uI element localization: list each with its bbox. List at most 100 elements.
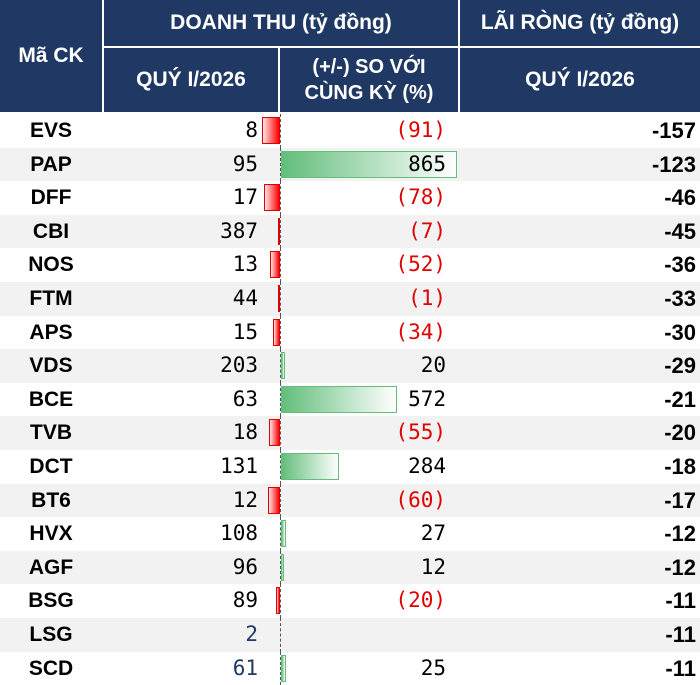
net-profit-cell: -18 xyxy=(460,450,696,484)
ticker-cell: TVB xyxy=(0,416,102,450)
revenue-cell: 18 xyxy=(104,416,258,450)
header-revenue-quarter: QUÝ I/2026 xyxy=(104,48,278,112)
yoy-bar xyxy=(268,487,280,514)
net-profit-cell: -29 xyxy=(460,349,696,383)
ticker-cell: BT6 xyxy=(0,484,102,518)
revenue-cell: 12 xyxy=(104,484,258,518)
yoy-cell: (52) xyxy=(280,248,446,282)
ticker-cell: DFF xyxy=(0,181,102,215)
revenue-cell: 108 xyxy=(104,517,258,551)
yoy-cell: (78) xyxy=(280,181,446,215)
net-profit-cell: -30 xyxy=(460,316,696,350)
yoy-bar xyxy=(273,319,280,346)
yoy-cell: (1) xyxy=(280,282,446,316)
revenue-cell: 13 xyxy=(104,248,258,282)
ticker-cell: FTM xyxy=(0,282,102,316)
net-profit-cell: -36 xyxy=(460,248,696,282)
ticker-cell: BCE xyxy=(0,383,102,417)
ticker-cell: APS xyxy=(0,316,102,350)
ticker-cell: EVS xyxy=(0,114,102,148)
net-profit-cell: -46 xyxy=(460,181,696,215)
ticker-cell: NOS xyxy=(0,248,102,282)
revenue-cell: 89 xyxy=(104,584,258,618)
ticker-cell: DCT xyxy=(0,450,102,484)
yoy-cell: (7) xyxy=(280,215,446,249)
net-profit-cell: -123 xyxy=(460,148,696,182)
net-profit-cell: -17 xyxy=(460,484,696,518)
revenue-cell: 96 xyxy=(104,551,258,585)
yoy-cell: 284 xyxy=(280,450,446,484)
revenue-cell: 44 xyxy=(104,282,258,316)
header-revenue-group: DOANH THU (tỷ đồng) xyxy=(104,0,458,46)
yoy-bar xyxy=(270,251,280,278)
ticker-cell: LSG xyxy=(0,618,102,652)
yoy-cell: 25 xyxy=(280,652,446,685)
header-yoy-line2: CÙNG KỲ (%) xyxy=(305,80,434,106)
yoy-cell: 20 xyxy=(280,349,446,383)
yoy-cell: (55) xyxy=(280,416,446,450)
net-profit-cell: -12 xyxy=(460,551,696,585)
header-ticker: Mã CK xyxy=(0,0,102,112)
ticker-cell: PAP xyxy=(0,148,102,182)
revenue-cell: 61 xyxy=(104,652,258,685)
yoy-cell: (20) xyxy=(280,584,446,618)
header-yoy-change: (+/-) SO VỚI CÙNG KỲ (%) xyxy=(280,48,458,112)
ticker-cell: CBI xyxy=(0,215,102,249)
yoy-cell xyxy=(280,618,446,652)
revenue-cell: 17 xyxy=(104,181,258,215)
revenue-cell: 63 xyxy=(104,383,258,417)
net-profit-cell: -157 xyxy=(460,114,696,148)
yoy-cell: (34) xyxy=(280,316,446,350)
header-yoy-line1: (+/-) SO VỚI xyxy=(312,54,425,80)
yoy-cell: 865 xyxy=(280,148,446,182)
ticker-cell: VDS xyxy=(0,349,102,383)
net-profit-cell: -11 xyxy=(460,652,696,685)
revenue-cell: 387 xyxy=(104,215,258,249)
net-profit-cell: -11 xyxy=(460,618,696,652)
revenue-cell: 203 xyxy=(104,349,258,383)
yoy-cell: (60) xyxy=(280,484,446,518)
yoy-cell: (91) xyxy=(280,114,446,148)
net-profit-cell: -20 xyxy=(460,416,696,450)
net-profit-cell: -12 xyxy=(460,517,696,551)
yoy-bar xyxy=(262,117,280,144)
header-net-profit-group: LÃI RÒNG (tỷ đồng) xyxy=(460,0,700,46)
ticker-cell: AGF xyxy=(0,551,102,585)
net-profit-cell: -11 xyxy=(460,584,696,618)
net-profit-cell: -21 xyxy=(460,383,696,417)
yoy-cell: 12 xyxy=(280,551,446,585)
revenue-cell: 2 xyxy=(104,618,258,652)
header-net-profit-quarter: QUÝ I/2026 xyxy=(460,48,700,112)
ticker-cell: BSG xyxy=(0,584,102,618)
net-profit-cell: -33 xyxy=(460,282,696,316)
revenue-cell: 131 xyxy=(104,450,258,484)
revenue-cell: 95 xyxy=(104,148,258,182)
revenue-cell: 15 xyxy=(104,316,258,350)
yoy-cell: 572 xyxy=(280,383,446,417)
ticker-cell: HVX xyxy=(0,517,102,551)
yoy-cell: 27 xyxy=(280,517,446,551)
yoy-bar xyxy=(264,184,280,211)
yoy-bar xyxy=(269,419,280,446)
ticker-cell: SCD xyxy=(0,652,102,685)
net-profit-cell: -45 xyxy=(460,215,696,249)
